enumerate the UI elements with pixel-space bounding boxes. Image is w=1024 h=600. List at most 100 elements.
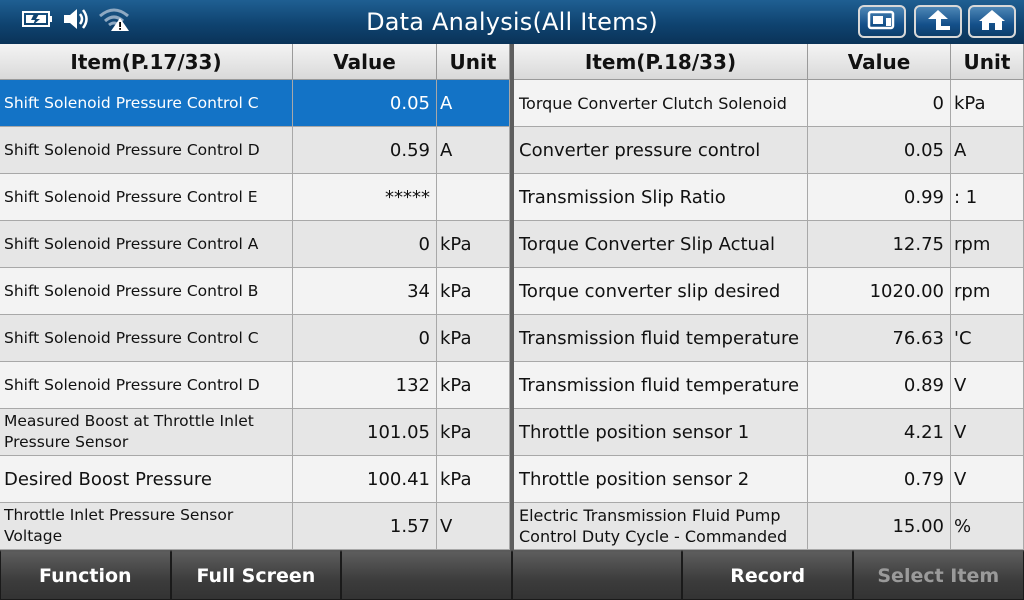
table-row[interactable]: Transmission fluid temperature 76.63 'C	[514, 315, 1024, 362]
table-row[interactable]: Shift Solenoid Pressure Control B 34 kPa	[0, 268, 510, 315]
row-unit: V	[951, 409, 1024, 455]
table-row[interactable]: Measured Boost at Throttle Inlet Pressur…	[0, 409, 510, 456]
row-item: Electric Transmission Fluid Pump Control…	[514, 503, 808, 549]
column-header-value: Value	[808, 44, 951, 79]
table-row[interactable]: Desired Boost Pressure 100.41 kPa	[0, 456, 510, 503]
column-header-item: Item(P.17/33)	[0, 44, 293, 79]
row-unit	[437, 174, 510, 220]
row-value: 0.99	[808, 174, 951, 220]
column-header-value: Value	[293, 44, 437, 79]
row-item: Shift Solenoid Pressure Control D	[0, 362, 293, 408]
speaker-icon	[62, 7, 90, 35]
row-value: 15.00	[808, 503, 951, 549]
table-header: Item(P.17/33) Value Unit	[0, 44, 510, 80]
row-item: Throttle position sensor 1	[514, 409, 808, 455]
blank-toolbar-button-1	[341, 550, 512, 600]
row-item: Shift Solenoid Pressure Control D	[0, 127, 293, 173]
row-unit: kPa	[437, 268, 510, 314]
column-header-unit: Unit	[437, 44, 510, 79]
row-unit: kPa	[437, 456, 510, 502]
left-data-table: Item(P.17/33) Value Unit Shift Solenoid …	[0, 44, 510, 550]
row-unit: V	[437, 503, 510, 549]
row-value: 1020.00	[808, 268, 951, 314]
table-row[interactable]: Electric Transmission Fluid Pump Control…	[514, 503, 1024, 550]
row-unit: rpm	[951, 268, 1024, 314]
row-value: 0.05	[808, 127, 951, 173]
table-row[interactable]: Torque converter slip desired 1020.00 rp…	[514, 268, 1024, 315]
row-unit: kPa	[437, 409, 510, 455]
row-value: 100.41	[293, 456, 437, 502]
row-value: 0.79	[808, 456, 951, 502]
table-header: Item(P.18/33) Value Unit	[514, 44, 1024, 80]
select-item-button[interactable]: Select Item	[852, 550, 1024, 600]
function-button[interactable]: Function	[0, 550, 171, 600]
row-value: 4.21	[808, 409, 951, 455]
row-item: Converter pressure control	[514, 127, 808, 173]
row-item: Transmission fluid temperature	[514, 362, 808, 408]
row-value: 0.89	[808, 362, 951, 408]
row-unit: rpm	[951, 221, 1024, 267]
row-item: Shift Solenoid Pressure Control E	[0, 174, 293, 220]
column-header-item: Item(P.18/33)	[514, 44, 808, 79]
table-row[interactable]: Shift Solenoid Pressure Control D 0.59 A	[0, 127, 510, 174]
table-divider	[510, 44, 514, 550]
table-row[interactable]: Throttle Inlet Pressure Sensor Voltage 1…	[0, 503, 510, 550]
row-item: Shift Solenoid Pressure Control A	[0, 221, 293, 267]
row-item: Desired Boost Pressure	[0, 456, 293, 502]
row-value: 0.59	[293, 127, 437, 173]
table-row[interactable]: Shift Solenoid Pressure Control C 0.05 A	[0, 80, 510, 127]
row-unit: V	[951, 362, 1024, 408]
row-value: 0	[293, 221, 437, 267]
row-item: Shift Solenoid Pressure Control C	[0, 315, 293, 361]
row-value: 76.63	[808, 315, 951, 361]
bottom-toolbar: Function Full Screen Record Select Item	[0, 550, 1024, 600]
column-header-unit: Unit	[951, 44, 1024, 79]
row-item: Torque converter slip desired	[514, 268, 808, 314]
row-unit: 'C	[951, 315, 1024, 361]
row-unit: kPa	[437, 315, 510, 361]
full-screen-button[interactable]: Full Screen	[170, 550, 342, 600]
row-value: *****	[293, 174, 437, 220]
row-unit: kPa	[437, 221, 510, 267]
table-row[interactable]: Shift Solenoid Pressure Control A 0 kPa	[0, 221, 510, 268]
row-unit: kPa	[951, 80, 1024, 126]
row-unit: : 1	[951, 174, 1024, 220]
row-unit: A	[437, 127, 510, 173]
table-row[interactable]: Torque Converter Clutch Solenoid 0 kPa	[514, 80, 1024, 127]
table-row[interactable]: Transmission Slip Ratio 0.99 : 1	[514, 174, 1024, 221]
table-row[interactable]: Shift Solenoid Pressure Control C 0 kPa	[0, 315, 510, 362]
row-value: 12.75	[808, 221, 951, 267]
table-row[interactable]: Throttle position sensor 2 0.79 V	[514, 456, 1024, 503]
back-up-arrow-icon	[923, 8, 953, 36]
table-row[interactable]: Shift Solenoid Pressure Control D 132 kP…	[0, 362, 510, 409]
row-item: Shift Solenoid Pressure Control C	[0, 80, 293, 126]
row-item: Shift Solenoid Pressure Control B	[0, 268, 293, 314]
screenshot-button[interactable]	[858, 5, 906, 38]
screenshot-icon	[867, 9, 897, 35]
back-button[interactable]	[914, 5, 962, 38]
row-value: 101.05	[293, 409, 437, 455]
status-icons	[22, 8, 130, 34]
right-data-table: Item(P.18/33) Value Unit Torque Converte…	[514, 44, 1024, 550]
row-item: Torque Converter Slip Actual	[514, 221, 808, 267]
battery-icon	[22, 10, 54, 32]
row-item: Transmission fluid temperature	[514, 315, 808, 361]
blank-toolbar-button-2	[511, 550, 683, 600]
row-item: Throttle position sensor 2	[514, 456, 808, 502]
table-row[interactable]: Transmission fluid temperature 0.89 V	[514, 362, 1024, 409]
home-button[interactable]	[968, 5, 1016, 38]
table-row[interactable]: Throttle position sensor 1 4.21 V	[514, 409, 1024, 456]
row-item: Transmission Slip Ratio	[514, 174, 808, 220]
header-bar: Data Analysis(All Items)	[0, 0, 1024, 44]
row-unit: V	[951, 456, 1024, 502]
row-item: Torque Converter Clutch Solenoid	[514, 80, 808, 126]
page-title: Data Analysis(All Items)	[366, 8, 658, 36]
record-button[interactable]: Record	[682, 550, 853, 600]
table-row[interactable]: Shift Solenoid Pressure Control E *****	[0, 174, 510, 221]
row-value: 34	[293, 268, 437, 314]
row-value: 1.57	[293, 503, 437, 549]
wifi-warning-icon	[98, 6, 130, 36]
row-unit: A	[437, 80, 510, 126]
table-row[interactable]: Converter pressure control 0.05 A	[514, 127, 1024, 174]
table-row[interactable]: Torque Converter Slip Actual 12.75 rpm	[514, 221, 1024, 268]
